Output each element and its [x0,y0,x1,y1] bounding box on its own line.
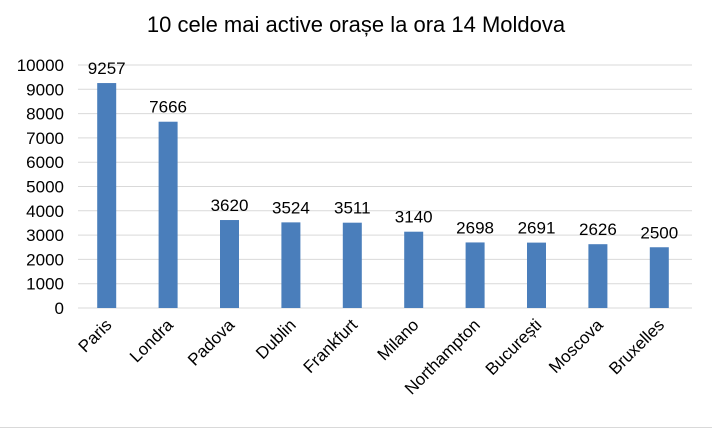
data-label: 2698 [456,218,494,237]
bar-milano [404,231,424,308]
data-label: 2691 [518,219,556,238]
y-tick-label: 1000 [26,275,64,294]
y-tick-label: 10000 [17,56,64,75]
bar-bucurești [527,242,546,308]
data-label: 3511 [334,199,371,218]
x-category-label: Bruxelles [605,315,668,378]
bars [97,83,669,308]
data-label: 3140 [395,208,433,227]
data-label: 3524 [272,198,310,217]
y-axis-ticks: 0 1000 2000 3000 4000 5000 6000 7000 8000 9000 100… [17,56,64,318]
x-category-label: Milano [374,315,423,364]
bar-northampton [465,242,485,308]
y-tick-label: 2000 [26,250,64,269]
y-tick-label: 0 [55,299,64,318]
y-tick-label: 3000 [26,226,64,245]
data-label: 2500 [640,223,678,242]
x-category-label: București [482,315,546,379]
bar-bruxelles [649,247,669,308]
bar-paris [97,83,117,308]
y-tick-label: 8000 [26,105,64,124]
data-label: 7666 [149,98,187,117]
bar-padova [220,220,239,308]
gridlines [78,64,692,309]
data-label: 9257 [88,59,126,78]
y-tick-label: 7000 [26,129,64,148]
x-category-label: Paris [75,315,116,356]
bottom-divider [0,427,712,428]
data-label: 3620 [211,196,249,215]
x-category-label: Dublin [252,315,300,363]
data-labels: 9257 7666 3620 3524 3511 3140 2698 2691 2626 2500 [88,59,678,242]
y-tick-label: 9000 [26,80,64,99]
x-category-label: Padova [184,315,239,370]
y-tick-label: 4000 [26,202,64,221]
x-category-label: Londra [126,315,177,366]
x-category-label: Frankfurt [300,315,362,377]
bar-moscova [588,244,608,308]
y-tick-label: 5000 [26,178,64,197]
data-label: 2626 [579,220,617,239]
y-tick-label: 6000 [26,153,64,172]
x-category-label: Moscova [545,315,607,377]
bar-londra [158,121,178,308]
chart-title: 10 cele mai active orașe la ora 14 Moldo… [146,12,566,37]
x-axis-categories: Paris Londra Padova Dublin Frankfurt MilanoNo… [75,315,668,398]
bar-frankfurt [342,222,362,308]
bar-dublin [281,222,301,308]
